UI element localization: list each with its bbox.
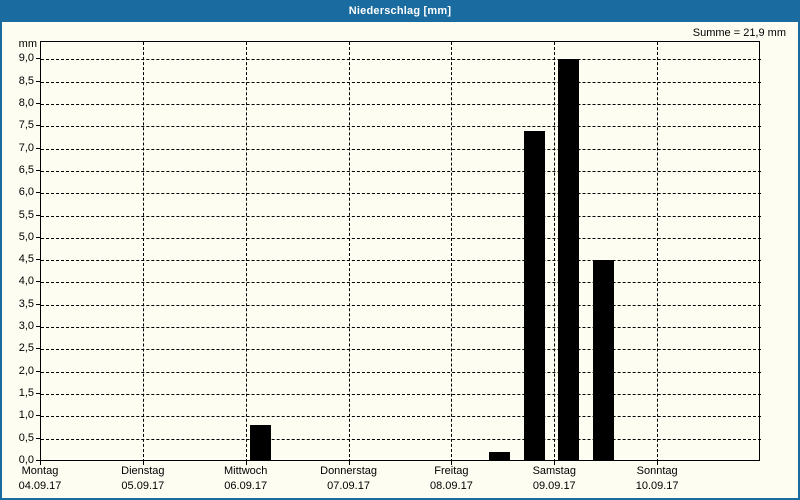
y-gridline: [41, 148, 761, 150]
precipitation-bar: [593, 260, 614, 461]
y-tick-label: 0,5: [18, 431, 34, 444]
y-axis-unit-label: mm: [18, 38, 37, 50]
x-axis-date-label: 09.09.17: [532, 480, 576, 492]
y-gridline: [41, 260, 761, 262]
y-tick-label: 4,5: [18, 253, 34, 266]
y-tick-label: 7,5: [18, 119, 34, 132]
y-gridline: [41, 237, 761, 239]
x-gridline: [554, 42, 556, 462]
y-tick-mark: [36, 303, 40, 305]
y-tick-label: 7,0: [18, 141, 34, 154]
y-tick-label: 8,0: [18, 96, 34, 109]
y-gridline: [41, 416, 761, 418]
x-axis-weekday-label: Sonntag: [636, 465, 678, 477]
plot-area: [40, 41, 761, 462]
x-axis-date-label: 04.09.17: [18, 480, 62, 492]
y-tick-mark: [36, 169, 40, 171]
x-axis-date-label: 05.09.17: [121, 480, 165, 492]
y-tick-label: 3,5: [18, 297, 34, 310]
precipitation-bar: [489, 452, 510, 461]
x-tick-mark: [245, 461, 247, 465]
y-tick-label: 3,0: [18, 320, 34, 333]
y-gridline: [41, 371, 761, 373]
y-gridline: [41, 394, 761, 396]
y-tick-mark: [36, 214, 40, 216]
y-tick-mark: [36, 437, 40, 439]
y-gridline: [41, 327, 761, 329]
x-axis-date-label: 06.09.17: [224, 480, 268, 492]
sum-annotation: Summe = 21,9 mm: [692, 27, 786, 39]
x-tick-mark: [554, 461, 556, 465]
y-tick-label: 1,0: [18, 409, 34, 422]
x-tick-mark: [142, 461, 144, 465]
y-tick-label: 6,0: [18, 186, 34, 199]
y-tick-mark: [36, 236, 40, 238]
y-tick-mark: [36, 58, 40, 60]
x-axis-weekday-label: Montag: [21, 465, 59, 477]
x-axis-weekday-label: Mittwoch: [224, 465, 268, 477]
y-tick-mark: [36, 415, 40, 417]
y-tick-label: 4,0: [18, 275, 34, 288]
y-tick-label: 1,5: [18, 387, 34, 400]
x-axis-weekday-label: Donnerstag: [320, 465, 377, 477]
x-axis-date-label: 10.09.17: [635, 480, 679, 492]
x-axis-date-label: 07.09.17: [327, 480, 370, 492]
x-tick-mark: [451, 461, 453, 465]
y-gridline: [41, 193, 761, 195]
y-tick-mark: [36, 125, 40, 127]
y-gridline: [41, 59, 761, 61]
y-tick-mark: [36, 281, 40, 283]
y-gridline: [41, 438, 761, 440]
x-tick-mark: [40, 461, 41, 465]
x-gridline: [348, 42, 350, 462]
y-gridline: [41, 103, 761, 105]
y-tick-mark: [36, 393, 40, 395]
precipitation-bar: [558, 59, 579, 461]
x-tick-mark: [657, 461, 659, 465]
y-tick-label: 2,5: [18, 342, 34, 355]
y-gridline: [41, 304, 761, 306]
y-tick-label: 5,5: [18, 208, 34, 221]
x-gridline: [245, 42, 247, 462]
window-title-bar: Niederschlag [mm]: [0, 0, 800, 22]
y-tick-mark: [36, 102, 40, 104]
x-axis-weekday-label: Freitag: [434, 465, 469, 477]
y-gridline: [41, 349, 761, 351]
precipitation-bar: [250, 425, 271, 461]
y-gridline: [41, 81, 761, 83]
y-tick-mark: [36, 370, 40, 372]
y-tick-mark: [36, 80, 40, 82]
x-axis-date-label: 08.09.17: [430, 480, 473, 492]
y-tick-label: 0,0: [18, 454, 34, 466]
y-tick-mark: [36, 259, 40, 261]
y-tick-label: 8,5: [18, 74, 34, 87]
y-tick-mark: [36, 348, 40, 350]
y-tick-mark: [36, 147, 40, 149]
x-axis-weekday-label: Dienstag: [121, 465, 165, 477]
y-tick-label: 5,0: [18, 230, 34, 243]
x-gridline: [657, 42, 659, 462]
y-tick-label: 9,0: [18, 52, 34, 65]
x-axis-weekday-label: Samstag: [532, 465, 576, 477]
x-gridline: [451, 42, 453, 462]
y-tick-label: 2,0: [18, 364, 34, 377]
window-title: Niederschlag [mm]: [348, 5, 452, 17]
y-tick-mark: [36, 192, 40, 194]
y-tick-mark: [36, 326, 40, 328]
x-gridline: [142, 42, 144, 462]
y-gridline: [41, 282, 761, 284]
y-tick-mark: [36, 460, 40, 461]
y-gridline: [41, 215, 761, 217]
y-tick-label: 6,5: [18, 163, 34, 176]
y-gridline: [41, 126, 761, 128]
precipitation-bar: [524, 130, 545, 461]
y-gridline: [41, 170, 761, 172]
x-tick-mark: [348, 461, 350, 465]
